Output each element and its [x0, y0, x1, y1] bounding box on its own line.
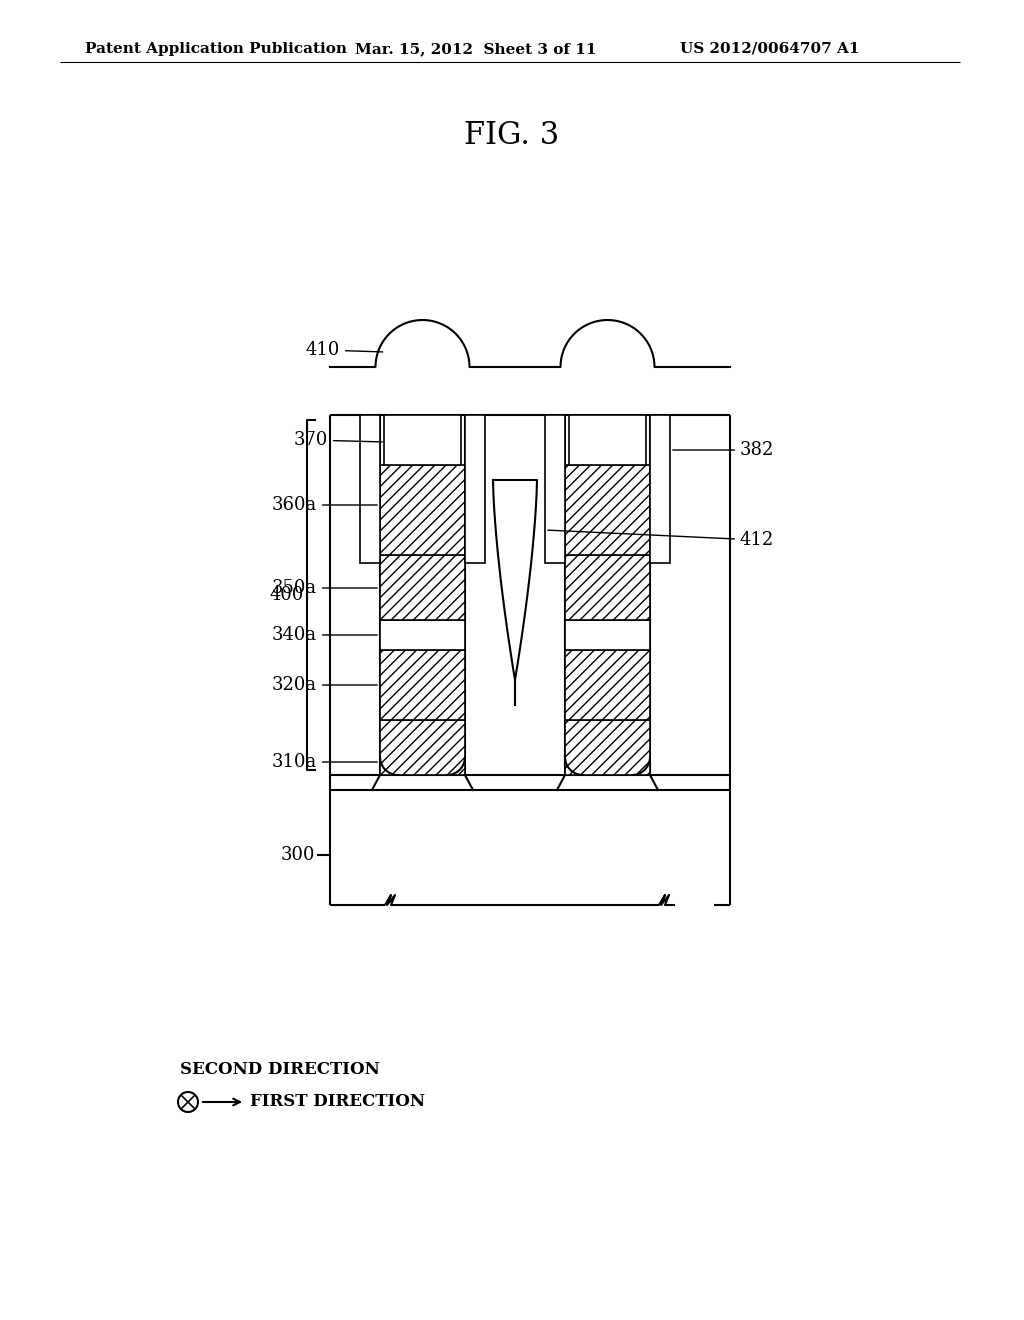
- Text: 300: 300: [281, 846, 315, 865]
- Text: 382: 382: [673, 441, 774, 459]
- Polygon shape: [493, 480, 537, 705]
- Polygon shape: [330, 319, 730, 414]
- Bar: [650, 414, 670, 564]
- Text: FIG. 3: FIG. 3: [464, 120, 560, 150]
- Text: 320a: 320a: [272, 676, 377, 694]
- Bar: [565, 719, 650, 775]
- Bar: [380, 620, 465, 649]
- Bar: [565, 620, 650, 649]
- Bar: [380, 649, 465, 719]
- Text: 400: 400: [269, 586, 304, 605]
- Bar: [380, 465, 465, 554]
- Text: Patent Application Publication: Patent Application Publication: [85, 42, 347, 55]
- Text: US 2012/0064707 A1: US 2012/0064707 A1: [680, 42, 859, 55]
- Text: 340a: 340a: [272, 626, 377, 644]
- Text: 350a: 350a: [272, 579, 377, 597]
- Bar: [465, 414, 485, 564]
- Text: SECOND DIRECTION: SECOND DIRECTION: [180, 1061, 380, 1078]
- Text: 360a: 360a: [271, 496, 377, 513]
- Bar: [380, 554, 465, 620]
- Bar: [569, 414, 646, 465]
- Bar: [565, 465, 650, 554]
- Text: 410: 410: [305, 341, 383, 359]
- Bar: [380, 719, 465, 775]
- Bar: [360, 414, 380, 564]
- Text: Mar. 15, 2012  Sheet 3 of 11: Mar. 15, 2012 Sheet 3 of 11: [355, 42, 597, 55]
- Text: 310a: 310a: [271, 752, 377, 771]
- Text: FIRST DIRECTION: FIRST DIRECTION: [250, 1093, 425, 1110]
- Bar: [565, 554, 650, 620]
- Text: 370: 370: [294, 432, 382, 449]
- Bar: [384, 414, 461, 465]
- Bar: [565, 649, 650, 719]
- Bar: [545, 414, 565, 564]
- Text: 412: 412: [548, 531, 774, 549]
